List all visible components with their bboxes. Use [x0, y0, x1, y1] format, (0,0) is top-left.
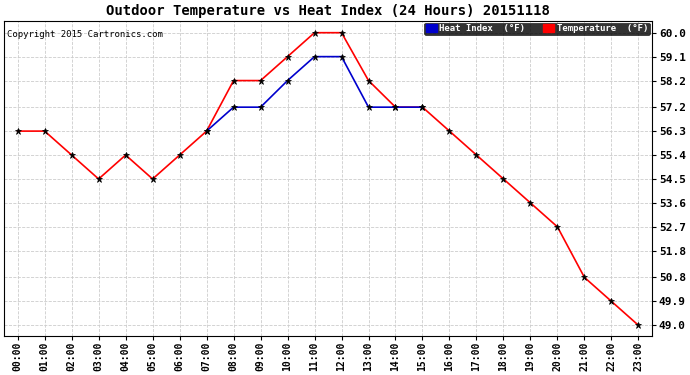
Title: Outdoor Temperature vs Heat Index (24 Hours) 20151118: Outdoor Temperature vs Heat Index (24 Ho…	[106, 4, 550, 18]
Legend: Heat Index  (°F), Temperature  (°F): Heat Index (°F), Temperature (°F)	[424, 22, 650, 35]
Text: Copyright 2015 Cartronics.com: Copyright 2015 Cartronics.com	[8, 30, 164, 39]
